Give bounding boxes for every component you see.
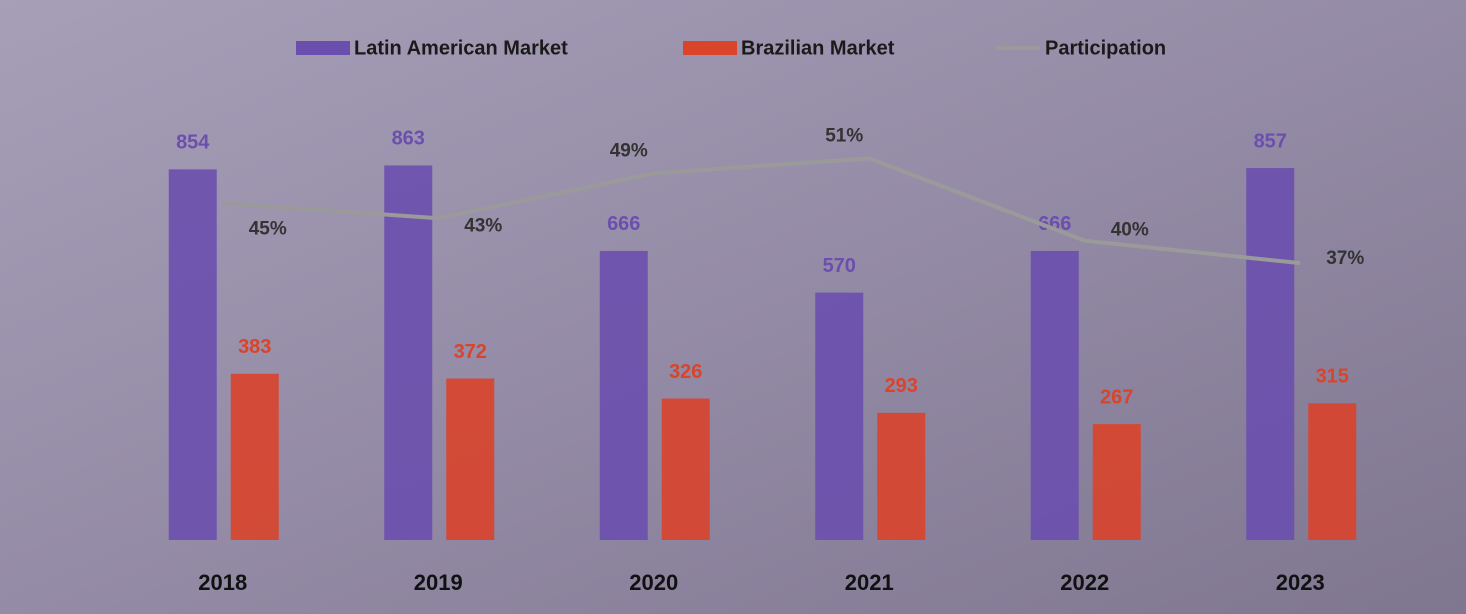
background: [0, 0, 1466, 614]
bar: [1031, 251, 1079, 540]
x-tick-label: 2018: [198, 570, 247, 595]
value-label: 267: [1100, 386, 1133, 408]
value-label: 383: [238, 336, 271, 358]
bar: [1308, 403, 1356, 540]
value-label: 326: [669, 361, 702, 383]
bar: [169, 169, 217, 540]
legend-label: Latin American Market: [354, 37, 568, 59]
bar: [1093, 424, 1141, 540]
legend-swatch: [296, 41, 350, 55]
value-label: 854: [176, 132, 210, 154]
value-label: 863: [392, 128, 425, 150]
value-label: 49%: [610, 140, 648, 161]
legend-label: Participation: [1045, 37, 1166, 59]
x-tick-label: 2021: [845, 570, 894, 595]
value-label: 293: [885, 375, 918, 397]
bar: [1246, 168, 1294, 540]
bar: [384, 165, 432, 540]
bar: [815, 293, 863, 540]
value-label: 372: [454, 341, 487, 363]
bar: [231, 374, 279, 540]
value-label: 666: [607, 213, 640, 235]
bar: [600, 251, 648, 540]
x-tick-label: 2023: [1276, 570, 1325, 595]
bar: [662, 399, 710, 540]
value-label: 315: [1316, 366, 1349, 388]
x-tick-label: 2022: [1060, 570, 1109, 595]
value-label: 37%: [1326, 248, 1364, 269]
value-label: 857: [1254, 130, 1287, 152]
x-tick-label: 2020: [629, 570, 678, 595]
legend-swatch: [683, 41, 737, 55]
bar: [877, 413, 925, 540]
legend-label: Brazilian Market: [741, 37, 895, 59]
value-label: 51%: [825, 125, 863, 146]
value-label: 570: [823, 255, 856, 277]
value-label: 40%: [1111, 220, 1149, 241]
value-label: 45%: [249, 218, 287, 239]
chart: Latin American Market Brazilian Market Par…: [0, 0, 1466, 614]
bar: [446, 379, 494, 540]
value-label: 43%: [464, 215, 502, 236]
x-tick-label: 2019: [414, 570, 463, 595]
